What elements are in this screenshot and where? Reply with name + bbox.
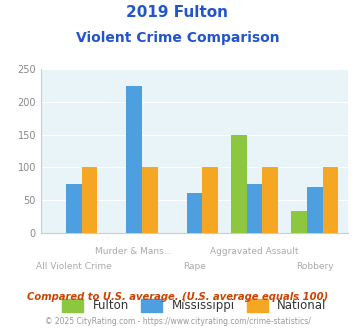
Text: Rape: Rape (183, 262, 206, 271)
Bar (231, 135, 247, 233)
Text: Robbery: Robbery (296, 262, 334, 271)
Text: All Violent Crime: All Violent Crime (36, 262, 112, 271)
Text: Aggravated Assault: Aggravated Assault (210, 247, 299, 255)
Bar (82, 167, 97, 233)
Text: Violent Crime Comparison: Violent Crime Comparison (76, 31, 279, 45)
Text: © 2025 CityRating.com - https://www.cityrating.com/crime-statistics/: © 2025 CityRating.com - https://www.city… (45, 317, 310, 326)
Bar (323, 167, 338, 233)
Text: 2019 Fulton: 2019 Fulton (126, 5, 229, 20)
Bar (186, 193, 202, 233)
Bar (262, 167, 278, 233)
Text: Compared to U.S. average. (U.S. average equals 100): Compared to U.S. average. (U.S. average … (27, 292, 328, 302)
Text: Murder & Mans...: Murder & Mans... (95, 247, 173, 255)
Bar (247, 183, 262, 233)
Bar (126, 86, 142, 233)
Bar (307, 187, 323, 233)
Bar (291, 211, 307, 233)
Bar (142, 167, 158, 233)
Legend: Fulton, Mississippi, National: Fulton, Mississippi, National (58, 295, 331, 317)
Bar (66, 183, 82, 233)
Bar (202, 167, 218, 233)
